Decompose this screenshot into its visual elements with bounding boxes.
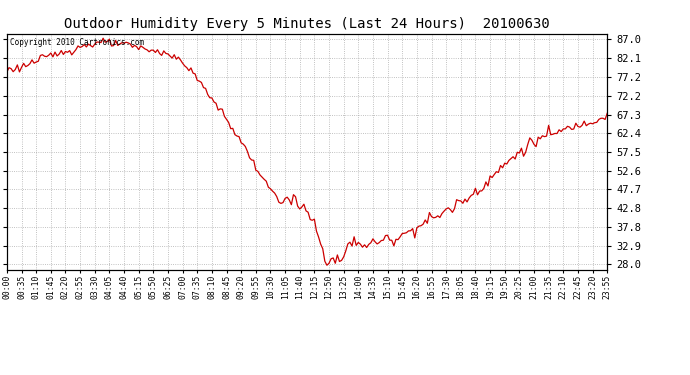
Title: Outdoor Humidity Every 5 Minutes (Last 24 Hours)  20100630: Outdoor Humidity Every 5 Minutes (Last 2…: [64, 17, 550, 31]
Text: Copyright 2010 Cartronics.com: Copyright 2010 Cartronics.com: [10, 39, 144, 48]
